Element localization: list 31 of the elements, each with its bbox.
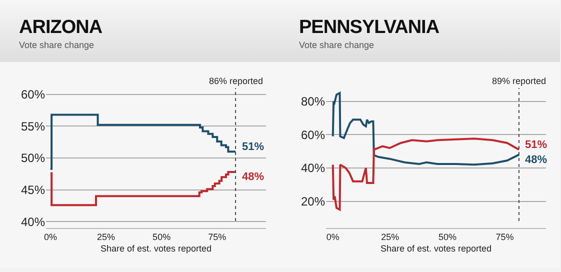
y-tick-label: 55% xyxy=(20,119,46,134)
x-tick-label: 75% xyxy=(496,232,514,242)
y-tick-label: 60% xyxy=(20,88,46,102)
x-tick-label: 50% xyxy=(152,232,171,242)
line-series xyxy=(332,138,520,211)
y-tick-label: 45% xyxy=(20,183,46,198)
x-tick-label: 0% xyxy=(326,232,340,242)
chart-title: PENNSYLVANIA xyxy=(299,17,440,38)
y-tick-label: 20% xyxy=(300,194,326,209)
y-tick-label: 40% xyxy=(300,161,326,176)
x-axis-title: Share of est. votes reported xyxy=(100,244,212,254)
y-tick-label: 80% xyxy=(300,94,326,109)
x-tick-label: 75% xyxy=(208,232,226,242)
x-tick-label: 50% xyxy=(438,232,456,242)
y-tick-label: 60% xyxy=(300,128,326,142)
ref-line-label: 89% reported xyxy=(492,76,546,86)
chart-subtitle: Vote share change xyxy=(19,40,96,50)
line-series xyxy=(332,92,520,166)
x-tick-label: 25% xyxy=(381,232,400,242)
x-axis-title: Share of est. votes reported xyxy=(380,244,492,254)
data-label: 48% xyxy=(242,171,264,183)
data-label: 51% xyxy=(525,139,548,151)
x-tick-label: 25% xyxy=(96,232,116,242)
x-tick-label: 0% xyxy=(44,232,57,242)
ref-line-label: 86% reported xyxy=(209,76,264,86)
y-tick-label: 40% xyxy=(20,214,46,229)
data-label: 48% xyxy=(525,154,548,166)
chart-subtitle: Vote share change xyxy=(299,40,376,50)
chart-title: ARIZONA xyxy=(19,17,104,38)
data-label: 51% xyxy=(242,141,264,153)
y-tick-label: 50% xyxy=(20,151,46,166)
